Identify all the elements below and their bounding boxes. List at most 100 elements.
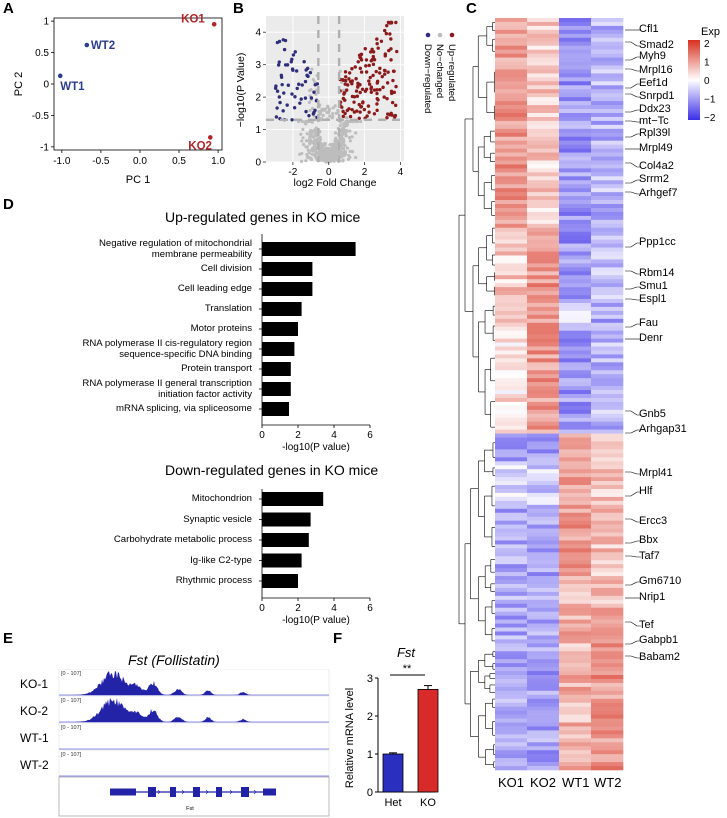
go-term-label: Rhythmic process (175, 575, 252, 586)
heatmap-cell (591, 405, 624, 411)
heatmap-cell (559, 591, 592, 597)
heatmap-cell (559, 762, 592, 767)
heatmap-cell (559, 358, 592, 363)
heatmap-cell (559, 215, 592, 221)
volcano-legend-label: Down−regulated (422, 44, 433, 113)
volcano-point-up (339, 105, 344, 109)
heatmap-cell (591, 18, 624, 23)
heatmap-cell (527, 168, 560, 173)
heatmap-cell (495, 675, 528, 680)
track-row-bg (58, 749, 330, 778)
heatmap-cell (495, 441, 528, 446)
heatmap-cell (527, 61, 560, 66)
volcano-point-nochange (299, 132, 303, 136)
heatmap-cell (591, 152, 624, 157)
heatmap-cell (591, 342, 624, 347)
heatmap-cell (495, 667, 528, 672)
volcano-point-down (282, 47, 287, 52)
volcano-point-down (282, 91, 286, 95)
volcano-point-nochange (307, 100, 311, 104)
heatmap-cell (559, 378, 592, 383)
volcano-point-up (347, 71, 352, 75)
volcano-point-down (275, 106, 279, 110)
volcano-point-nochange (350, 135, 354, 139)
heatmap-cell (559, 607, 592, 612)
heatmap-cell (527, 18, 560, 23)
heatmap-cell (559, 283, 592, 288)
volcano-point-up (386, 112, 390, 116)
heatmap-cell (495, 176, 528, 181)
go-xtick-label: 2 (295, 603, 301, 614)
volcano-point-nochange (301, 136, 305, 140)
heatmap-cell (495, 603, 528, 609)
heatmap-cell (559, 326, 592, 331)
heatmap-cell (591, 168, 624, 173)
go-bar (262, 382, 291, 396)
volcano-point-up (372, 88, 377, 92)
volcano-point-up (343, 82, 347, 86)
heatmap-cell (591, 762, 624, 767)
volcano-point-up (356, 83, 360, 88)
heatmap-cell (527, 116, 560, 122)
heatmap-cell (495, 433, 528, 438)
heatmap-cell (591, 615, 624, 620)
volcano-point-nochange (313, 80, 317, 84)
volcano-point-nochange (345, 146, 350, 150)
pca-point (84, 42, 90, 48)
heatmap-cell (591, 433, 624, 438)
heatmap-cell (527, 132, 560, 138)
heatmap-cell (559, 128, 592, 134)
go-bar (262, 262, 313, 276)
heatmap-cell (591, 314, 624, 320)
heatmap-cell (527, 259, 560, 264)
heatmap-cell (527, 279, 560, 284)
volcano-point-nochange (333, 104, 337, 108)
go-bar (262, 402, 289, 416)
pca-ticks: -1.0 -0.5 0.0 0.5 1.0 1 0.5 0 -0.5 -1 (32, 17, 226, 167)
gene-label: Mrpl41 (639, 467, 673, 479)
volcano-point-up (383, 68, 387, 73)
heatmap-cell (559, 548, 592, 553)
track-title-full: (Follistatin) (151, 652, 220, 668)
heatmap-legend-tick: 1 (704, 58, 710, 69)
heatmap-cell (527, 57, 560, 62)
gene-model-arrow (205, 789, 209, 795)
heatmap-cell (495, 370, 528, 375)
heatmap-cell (495, 302, 528, 308)
heatmap-cell (559, 750, 592, 755)
heatmap-cell (495, 247, 528, 252)
go-term-label: Translation (204, 303, 252, 314)
heatmap-cell (527, 706, 560, 711)
gene-leader (625, 179, 641, 184)
heatmap-cell (527, 405, 560, 411)
heatmap-cell (527, 441, 560, 446)
heatmap-cell (591, 481, 624, 486)
heatmap-cell (495, 85, 528, 90)
heatmap-cell (495, 374, 528, 379)
heatmap-cell (559, 188, 592, 193)
volcano-point-nochange (309, 131, 313, 135)
heatmap-cell (591, 449, 624, 454)
heatmap-cell (559, 394, 592, 399)
volcano-point-nochange (334, 150, 339, 154)
heatmap-cell (559, 722, 592, 727)
heatmap-cell (591, 251, 624, 256)
heatmap-cell (559, 53, 592, 58)
heatmap-cell (559, 595, 592, 601)
heatmap-cell (559, 694, 592, 700)
heatmap-cell (591, 655, 624, 660)
heatmap-cell (527, 682, 560, 688)
heatmap-cell (495, 548, 528, 553)
heatmap-cell (591, 425, 624, 430)
gene-label: Denr (639, 332, 663, 344)
heatmap-cell (527, 243, 560, 248)
volcano-point-nochange (341, 126, 345, 130)
heatmap-cell (591, 101, 624, 106)
heatmap-cell (527, 678, 560, 684)
heatmap-cell (495, 164, 528, 169)
gene-leader (625, 68, 641, 72)
heatmap-cell (527, 615, 560, 620)
volcano-point-down (309, 96, 314, 100)
heatmap-cell (559, 223, 592, 229)
heatmap-cell (527, 255, 560, 260)
